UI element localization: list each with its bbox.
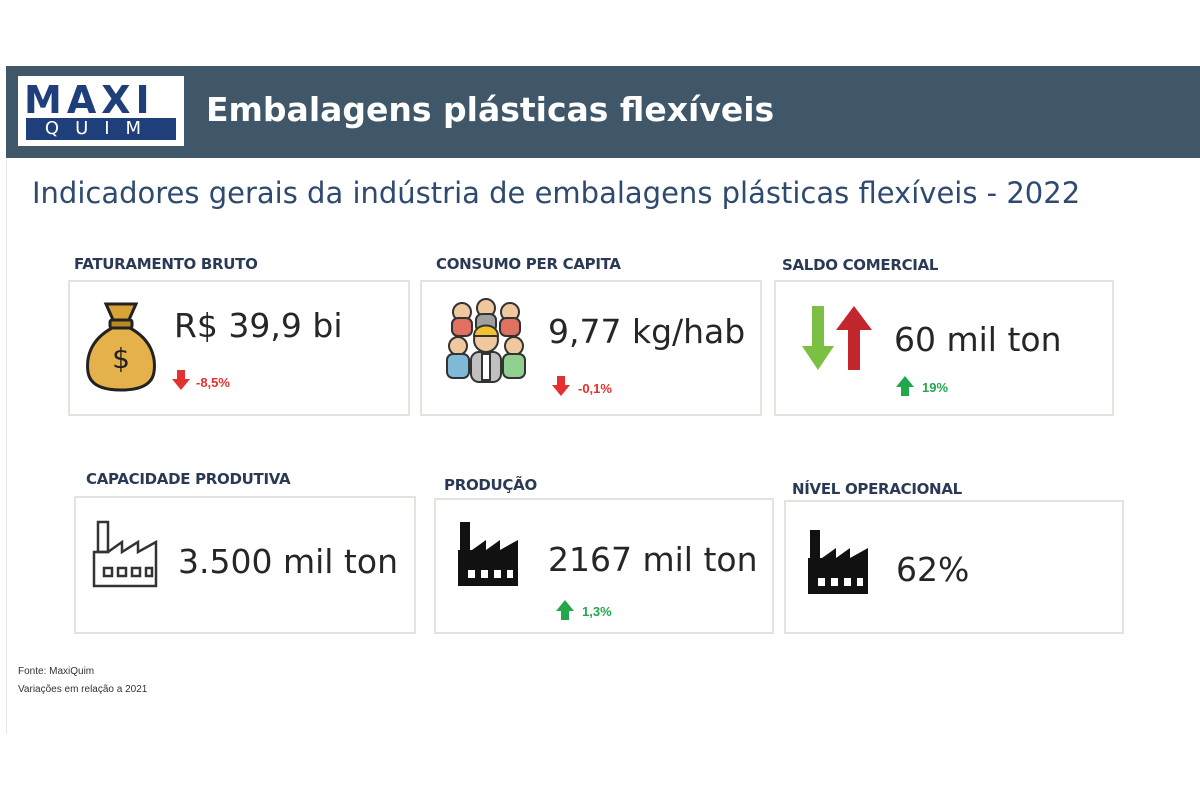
people-group-icon	[446, 298, 526, 383]
indicator-delta-faturamento: -8,5%	[196, 375, 230, 390]
factory-outline-icon	[92, 520, 158, 588]
indicator-value-consumo: 9,77 kg/hab	[548, 312, 746, 351]
indicator-label-nivel: NÍVEL OPERACIONAL	[792, 480, 962, 498]
indicator-label-capacidade: CAPACIDADE PRODUTIVA	[86, 470, 291, 488]
indicator-card-capacidade: 3.500 mil ton	[74, 496, 416, 634]
indicator-value-capacidade: 3.500 mil ton	[178, 542, 398, 581]
indicator-value-saldo: 60 mil ton	[894, 320, 1062, 359]
indicator-delta-consumo: -0,1%	[578, 381, 612, 396]
footer-note: Variações em relação a 2021	[18, 684, 148, 695]
indicator-label-consumo: CONSUMO PER CAPITA	[436, 255, 621, 273]
indicator-label-producao: PRODUÇÃO	[444, 476, 537, 494]
factory-icon	[808, 530, 868, 594]
indicator-label-faturamento: FATURAMENTO BRUTO	[74, 255, 258, 273]
indicator-card-saldo: 60 mil ton 19%	[774, 280, 1114, 416]
section-subtitle: Indicadores gerais da indústria de embal…	[32, 176, 1081, 210]
factory-icon	[458, 522, 518, 586]
indicator-label-saldo: SALDO COMERCIAL	[782, 256, 939, 274]
indicator-delta-saldo: 19%	[922, 380, 949, 395]
indicator-delta-producao: 1,3%	[582, 604, 612, 619]
trade-arrows-icon	[802, 306, 872, 370]
maxiquim-logo: MAXI QUIM	[18, 76, 184, 146]
logo-top-text: MAXI	[24, 78, 155, 122]
arrow-up-icon	[896, 376, 914, 396]
indicator-card-consumo: 9,77 kg/hab -0,1%	[420, 280, 762, 416]
indicator-value-producao: 2167 mil ton	[548, 540, 758, 579]
indicator-card-producao: 2167 mil ton 1,3%	[434, 498, 774, 634]
page-title: Embalagens plásticas flexíveis	[206, 90, 775, 129]
arrow-down-icon	[552, 376, 570, 396]
header-bar	[6, 66, 1200, 158]
arrow-up-icon	[556, 600, 574, 620]
indicator-card-faturamento: $ R$ 39,9 bi -8,5%	[68, 280, 410, 416]
money-bag-icon: $	[86, 302, 156, 392]
indicator-card-nivel: 62%	[784, 500, 1124, 634]
indicator-value-nivel: 62%	[896, 550, 970, 589]
footer-source: Fonte: MaxiQuim	[18, 666, 95, 677]
arrow-down-icon	[172, 370, 190, 390]
logo-bottom-text: QUIM	[26, 118, 176, 140]
svg-text:$: $	[112, 342, 130, 375]
indicator-value-faturamento: R$ 39,9 bi	[174, 306, 343, 345]
